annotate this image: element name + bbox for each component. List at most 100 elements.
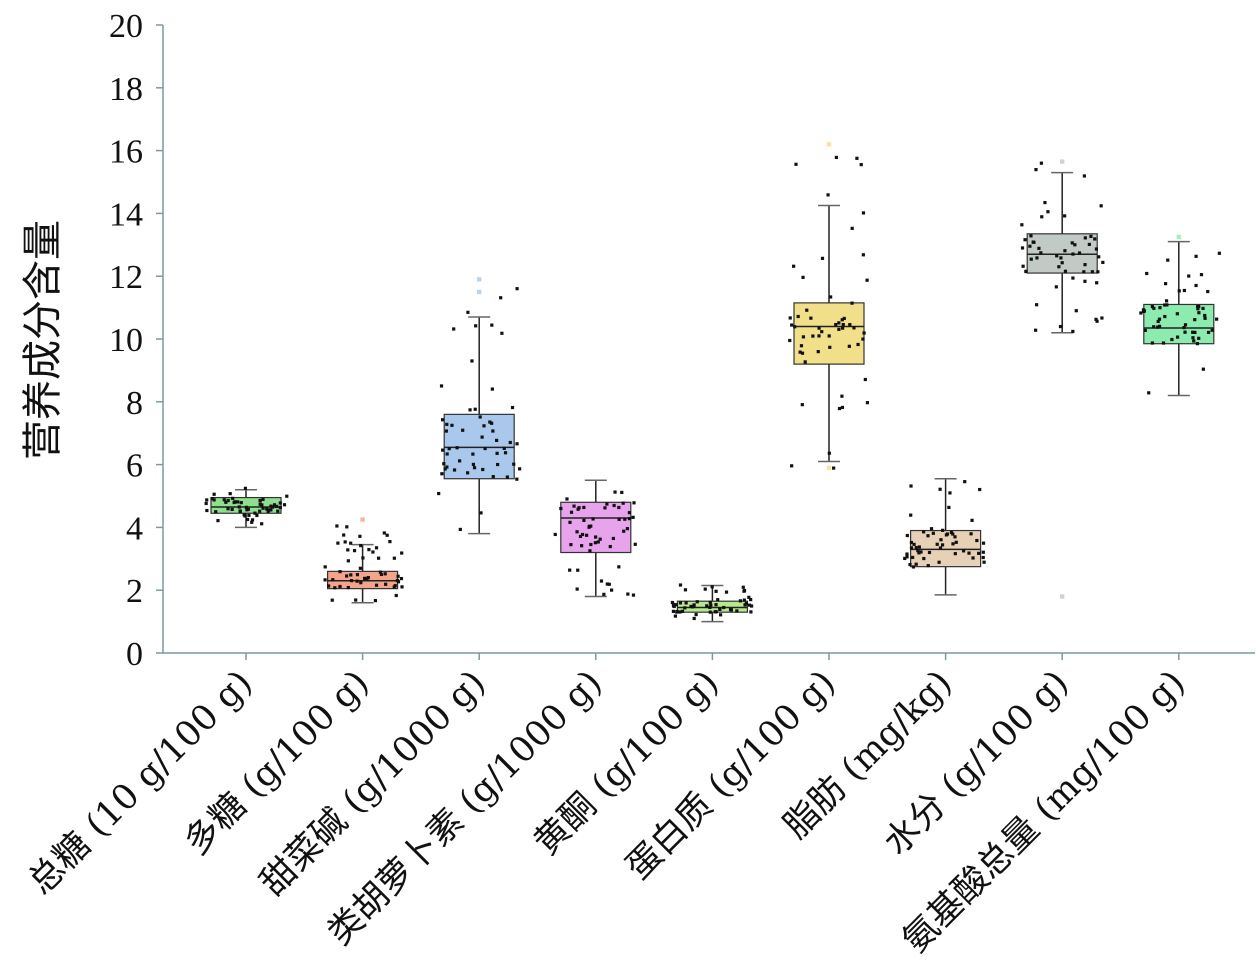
data-point [708, 610, 712, 614]
data-point [1163, 282, 1168, 286]
data-point [842, 316, 846, 321]
data-point [575, 587, 579, 591]
data-point [367, 547, 371, 552]
data-point [954, 540, 958, 544]
data-point [510, 405, 515, 410]
data-point [788, 338, 792, 343]
data-point [450, 423, 454, 427]
data-point [840, 405, 845, 410]
data-point [1071, 329, 1075, 334]
data-point [226, 498, 230, 503]
data-point [247, 513, 251, 517]
data-point [738, 599, 742, 603]
data-point [938, 487, 942, 491]
data-point [940, 543, 945, 547]
data-point [205, 508, 209, 513]
data-point [338, 584, 342, 589]
data-point [627, 511, 632, 515]
data-point [502, 446, 506, 450]
x-category-label: 总糖 (10 g/100 g) [21, 663, 260, 902]
data-point [718, 607, 722, 611]
outlier-point [477, 277, 482, 282]
data-point [1063, 249, 1067, 253]
data-point [1096, 270, 1100, 274]
data-point [246, 507, 250, 511]
data-point [471, 452, 475, 456]
data-point [909, 540, 914, 545]
data-point [675, 609, 679, 614]
data-point [978, 487, 982, 492]
data-point [837, 321, 841, 325]
data-point [1100, 316, 1104, 320]
data-point [817, 334, 821, 338]
data-point [970, 518, 974, 522]
data-point [1082, 174, 1086, 178]
data-point [1199, 273, 1204, 277]
data-point [969, 532, 973, 536]
data-point [905, 555, 909, 559]
data-point [442, 462, 446, 466]
data-point [261, 497, 265, 502]
data-point [1059, 256, 1063, 260]
data-point [903, 556, 907, 561]
data-point [439, 384, 444, 388]
data-point [491, 475, 495, 479]
data-point [805, 308, 809, 312]
y-tick-label: 12 [109, 259, 143, 296]
data-point [708, 605, 712, 610]
data-point [589, 542, 593, 547]
data-point [1020, 223, 1024, 227]
y-tick-label: 18 [109, 71, 143, 108]
data-point [445, 422, 449, 426]
data-point [916, 549, 920, 553]
data-point [850, 226, 854, 230]
data-point [673, 614, 678, 618]
data-point [741, 585, 745, 589]
x-category-labels: 总糖 (10 g/100 g)多糖 (g/100 g)甜菜碱 (g/1000 g… [21, 663, 1193, 961]
data-point [982, 560, 986, 564]
data-point [569, 510, 574, 514]
data-point [625, 527, 630, 531]
data-point [354, 598, 358, 602]
data-point [1063, 214, 1067, 218]
data-point [490, 421, 494, 425]
data-point [692, 604, 696, 608]
data-point [481, 467, 485, 472]
data-point [816, 350, 820, 354]
data-point [480, 435, 484, 439]
data-point [565, 497, 569, 501]
data-point [975, 538, 979, 543]
data-point [272, 503, 277, 507]
data-point [1035, 256, 1039, 260]
data-point [678, 583, 683, 587]
data-point [261, 506, 265, 510]
box-group [437, 277, 522, 535]
data-point [861, 337, 865, 341]
data-point [914, 562, 918, 566]
data-point [1070, 241, 1074, 245]
data-point [400, 585, 404, 589]
data-point [258, 498, 262, 503]
data-point [1143, 328, 1147, 332]
data-point [627, 517, 632, 521]
data-point [212, 492, 216, 496]
data-point [809, 316, 813, 320]
y-tick-label: 16 [109, 134, 143, 171]
data-point [376, 556, 381, 560]
data-point [794, 162, 798, 166]
data-point [1182, 288, 1186, 293]
data-point [258, 502, 262, 506]
data-point [1192, 339, 1196, 343]
data-point [1097, 255, 1101, 259]
axes [156, 24, 1255, 660]
data-point [929, 527, 934, 531]
data-point [1095, 319, 1099, 323]
y-tick-label: 20 [109, 8, 143, 45]
data-point [379, 572, 384, 577]
data-point [633, 542, 637, 546]
data-point [396, 574, 400, 578]
data-point [1157, 324, 1162, 328]
data-point [861, 253, 865, 257]
data-point [330, 598, 334, 602]
